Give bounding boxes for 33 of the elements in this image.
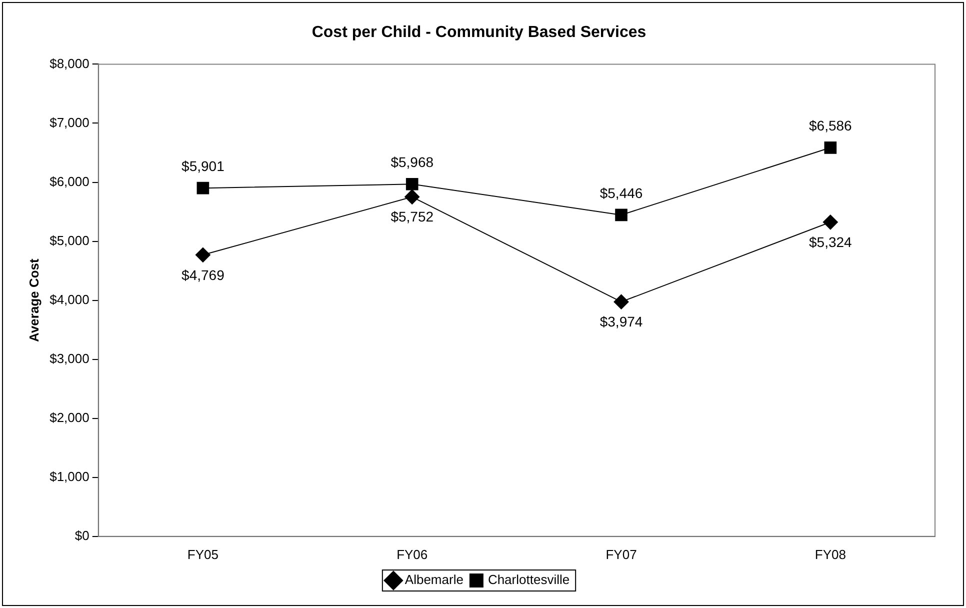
y-tick-label: $0 — [74, 528, 90, 543]
data-label: $5,901 — [182, 158, 225, 174]
y-tick-label: $7,000 — [50, 114, 90, 130]
x-tick-label: FY05 — [187, 546, 218, 562]
point — [615, 208, 628, 222]
y-tick-label: $1,000 — [50, 468, 90, 484]
y-tick-label: $8,000 — [50, 56, 90, 71]
x-tick-label: FY07 — [606, 546, 637, 562]
data-label: $5,446 — [600, 184, 643, 201]
legend-label: Albemarle — [404, 572, 464, 588]
data-label: $3,974 — [600, 314, 643, 330]
data-label: $5,324 — [809, 234, 852, 250]
y-tick-label: $4,000 — [50, 292, 90, 307]
legend-label: Charlottesville — [488, 572, 570, 588]
point — [824, 142, 837, 154]
point — [404, 189, 420, 204]
data-label: $6,586 — [809, 118, 852, 134]
x-tick-label: FY08 — [814, 546, 846, 562]
point — [196, 182, 210, 194]
data-label: $5,968 — [390, 154, 434, 170]
y-tick-label: $3,000 — [50, 350, 90, 366]
chart-title: Cost per Child - Community Based Services — [312, 24, 646, 42]
data-label: $4,769 — [182, 266, 225, 283]
point — [614, 294, 629, 310]
x-tick-label: FY06 — [396, 546, 428, 562]
y-axis-title: Average Cost — [26, 258, 42, 342]
point — [195, 247, 210, 262]
point — [406, 178, 418, 190]
y-tick-label: $2,000 — [50, 410, 90, 425]
point — [822, 214, 838, 230]
y-tick-label: $5,000 — [50, 232, 90, 248]
data-label: $5,752 — [390, 208, 434, 225]
y-tick-label: $6,000 — [50, 174, 90, 189]
